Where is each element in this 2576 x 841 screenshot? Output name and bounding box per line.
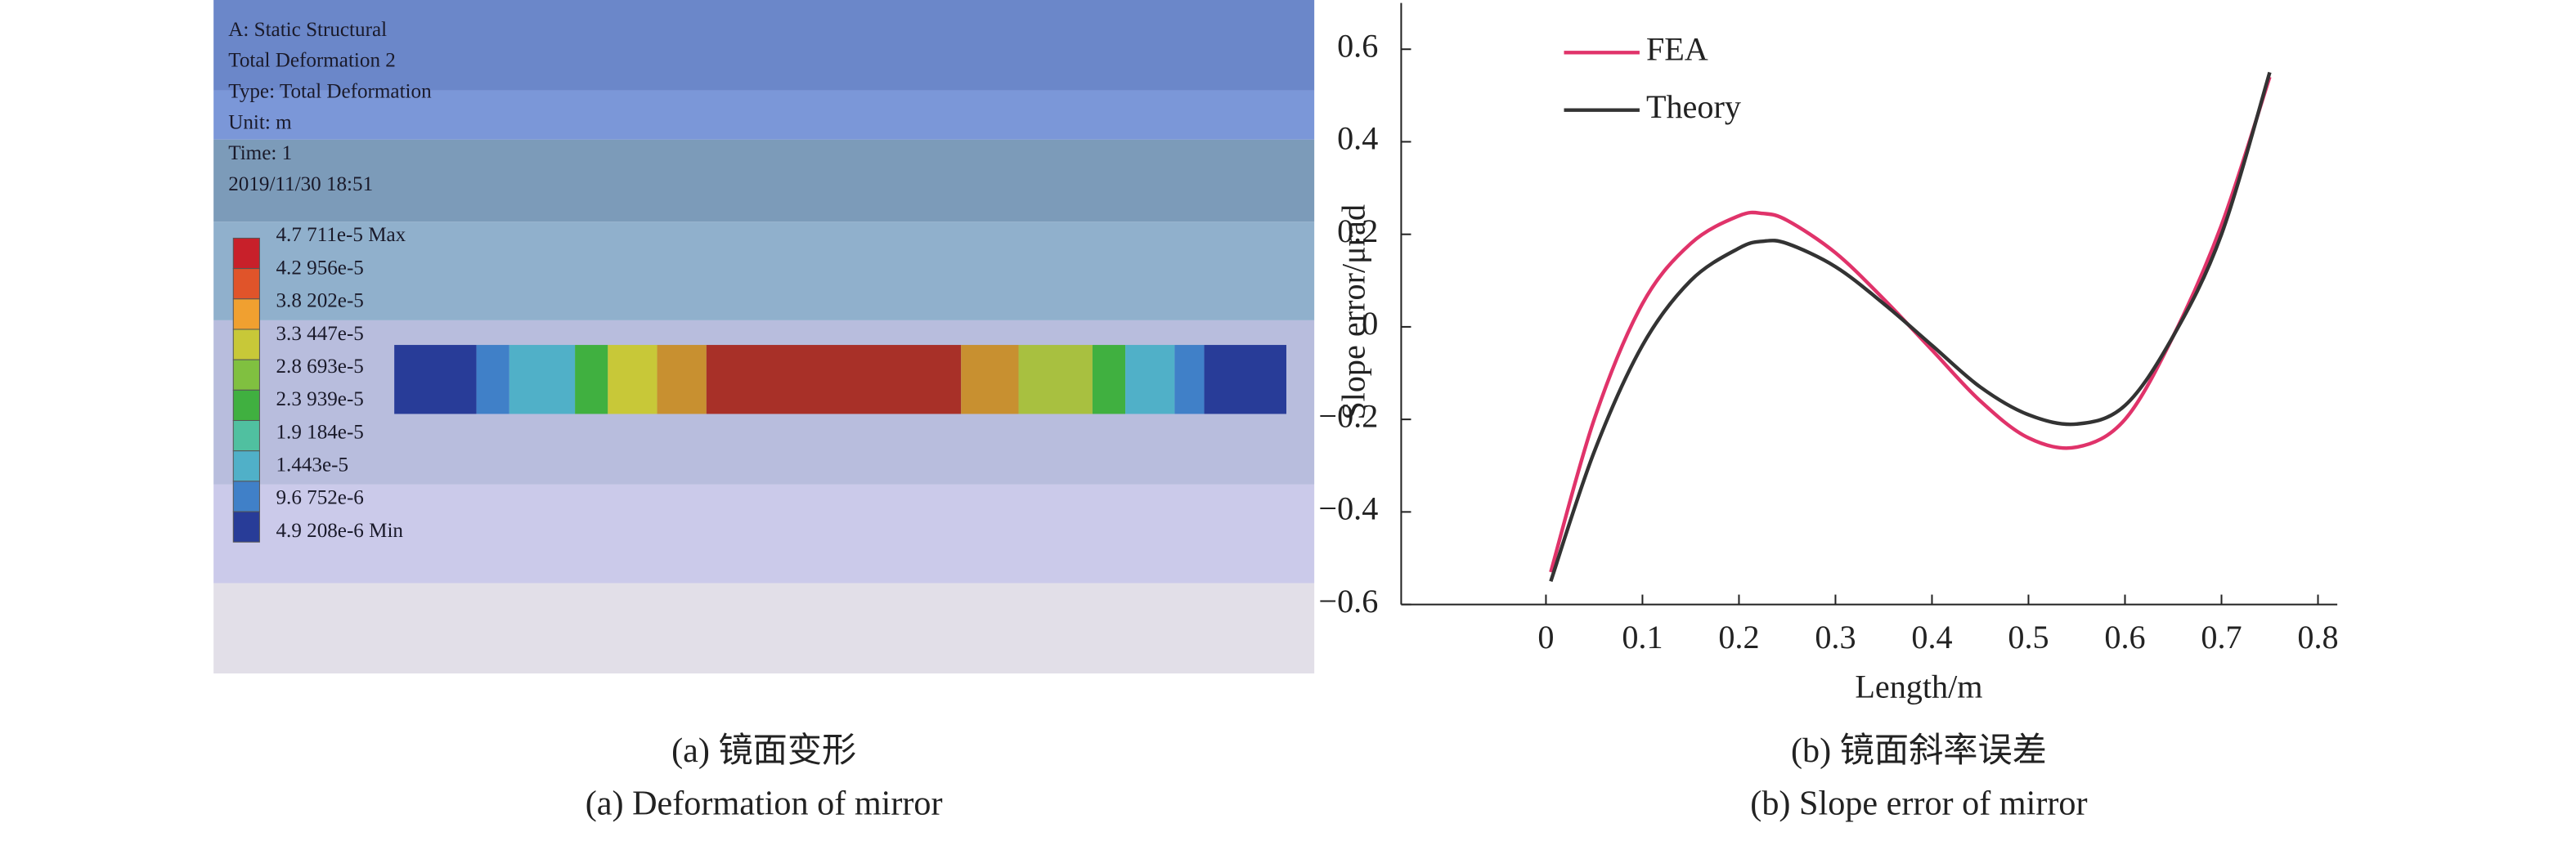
caption: (a) 镜面变形 <box>671 731 856 770</box>
y-tick-label: −0.2 <box>1318 397 1378 434</box>
band <box>213 90 1315 140</box>
line-chart: Length/m Slope error/μrad 0 0.1 0.2 0.3 0.4 0… <box>1318 2 2339 705</box>
x-tick-label: 0.1 <box>1622 619 1663 655</box>
x-tick-label: 0.7 <box>2201 619 2242 655</box>
x-tick-label: 0.8 <box>2297 619 2338 655</box>
y-tick-label: 0.2 <box>1337 212 1378 249</box>
y-tick-label: 0.6 <box>1337 27 1378 64</box>
header-line: Total Deformation 2 <box>228 50 396 72</box>
legend-label: FEA <box>1646 31 1708 68</box>
segment <box>961 345 1019 414</box>
y-tick-label: −0.6 <box>1318 583 1378 620</box>
header-line: Unit: m <box>228 111 292 133</box>
x-tick-label: 0.3 <box>1815 619 1856 655</box>
header-line: Type: Total Deformation <box>228 81 432 103</box>
header-line: 2019/11/30 18:51 <box>228 173 373 195</box>
legend-swatch <box>232 329 260 360</box>
segment <box>1125 345 1175 414</box>
legend-swatch <box>232 298 260 330</box>
legend-label: 1.9 184e-5 <box>276 421 364 443</box>
segment <box>608 345 657 414</box>
legend-swatch <box>232 511 260 543</box>
x-tick-label: 0 <box>1537 619 1554 655</box>
legend-label: 2.8 693e-5 <box>276 356 364 378</box>
legend-label: 3.8 202e-5 <box>276 290 364 312</box>
legend-label: 3.3 447e-5 <box>276 323 364 345</box>
segment <box>509 345 576 414</box>
legend-label: Theory <box>1646 88 1741 125</box>
caption: (b) Slope error of mirror <box>1750 784 2087 822</box>
x-tick-label: 0.5 <box>2008 619 2049 655</box>
legend-swatch <box>232 359 260 391</box>
segment <box>1174 345 1205 414</box>
legend-label: 4.2 956e-5 <box>276 257 364 279</box>
caption: (b) 镜面斜率误差 <box>1791 731 2047 770</box>
legend-swatch <box>232 268 260 300</box>
legend-label: 9.6 752e-6 <box>276 487 364 509</box>
legend-swatch <box>232 419 260 452</box>
band <box>213 484 1315 584</box>
fea-labels: A: Static Structural Total Deformation 2 T… <box>228 19 432 543</box>
segment <box>1092 345 1126 414</box>
x-tick-label: 0.6 <box>2104 619 2145 655</box>
mirror-bar <box>394 345 1286 414</box>
segment <box>706 345 962 414</box>
header-line: Time: 1 <box>228 142 292 164</box>
segment <box>1018 345 1093 414</box>
band <box>213 0 1315 91</box>
band <box>213 221 1315 320</box>
segment <box>657 345 707 414</box>
legend-label: 4.7 711e-5 Max <box>276 224 406 246</box>
legend-swatch <box>232 450 260 482</box>
x-tick-label: 0.2 <box>1718 619 1759 655</box>
legend-label: 4.9 208e-6 Min <box>276 520 404 542</box>
legend-label: 1.443e-5 <box>276 454 349 476</box>
x-axis-label: Length/m <box>1855 668 1982 705</box>
segment <box>575 345 608 414</box>
band <box>213 139 1315 222</box>
x-tick-label: 0.4 <box>1911 619 1952 655</box>
caption: (a) Deformation of mirror <box>586 784 943 822</box>
y-axis-label: Slope error/μrad <box>1335 204 1372 420</box>
legend-swatch <box>232 237 260 270</box>
segment <box>394 345 477 414</box>
fea-screenshot: A: Static Structural Total Deformation 2 T… <box>213 0 1315 674</box>
legend-label: 2.3 939e-5 <box>276 388 364 410</box>
legend-swatch <box>232 481 260 512</box>
y-tick-label: −0.4 <box>1318 490 1378 527</box>
legend-swatch <box>232 389 260 422</box>
segment <box>476 345 509 414</box>
series-line <box>1549 71 2272 582</box>
segment <box>1204 345 1286 414</box>
header-line: A: Static Structural <box>228 19 387 41</box>
band <box>213 583 1315 674</box>
y-tick-label: 0.4 <box>1337 120 1378 157</box>
y-tick-label: 0 <box>1362 305 1378 342</box>
